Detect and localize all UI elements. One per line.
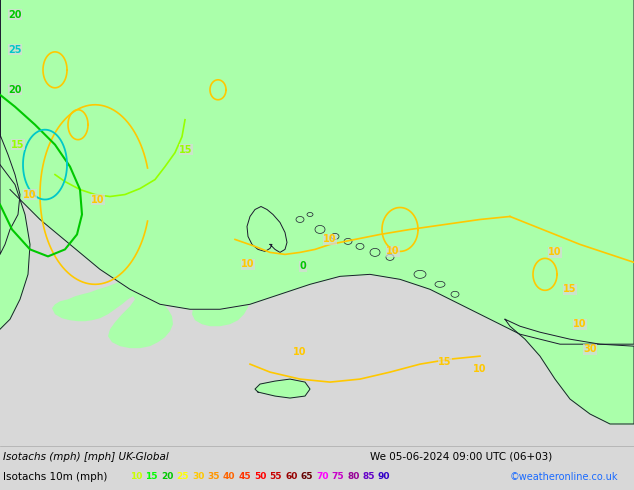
Ellipse shape	[451, 291, 459, 297]
Text: 15: 15	[11, 140, 25, 149]
Polygon shape	[255, 379, 310, 398]
Text: 10: 10	[23, 190, 37, 199]
Text: 20: 20	[8, 10, 22, 20]
Text: Isotachs (mph) [mph] UK-Global: Isotachs (mph) [mph] UK-Global	[3, 452, 169, 462]
Text: 30: 30	[192, 472, 204, 481]
Polygon shape	[0, 165, 30, 329]
Polygon shape	[247, 206, 287, 252]
Text: 15: 15	[145, 472, 158, 481]
Ellipse shape	[386, 254, 394, 260]
Text: 45: 45	[238, 472, 251, 481]
Ellipse shape	[331, 233, 339, 240]
Text: 65: 65	[301, 472, 313, 481]
Text: 50: 50	[254, 472, 266, 481]
Text: We 05-06-2024 09:00 UTC (06+03): We 05-06-2024 09:00 UTC (06+03)	[370, 452, 552, 462]
Text: 10: 10	[294, 347, 307, 357]
Ellipse shape	[307, 213, 313, 217]
Ellipse shape	[344, 239, 352, 245]
Polygon shape	[505, 319, 634, 424]
Text: 70: 70	[316, 472, 328, 481]
Text: 75: 75	[332, 472, 344, 481]
Text: 20: 20	[161, 472, 173, 481]
Text: 0: 0	[300, 261, 306, 271]
Ellipse shape	[315, 225, 325, 233]
Text: 10: 10	[242, 259, 255, 270]
Text: 80: 80	[347, 472, 359, 481]
Ellipse shape	[414, 270, 426, 278]
Text: 10: 10	[130, 472, 143, 481]
Text: 10: 10	[323, 234, 337, 245]
Text: 10: 10	[473, 364, 487, 374]
Text: 15: 15	[438, 357, 452, 367]
Text: 10: 10	[91, 195, 105, 204]
Text: 15: 15	[563, 284, 577, 294]
Ellipse shape	[356, 244, 364, 249]
Polygon shape	[247, 224, 272, 247]
Ellipse shape	[435, 281, 445, 287]
Text: 55: 55	[269, 472, 282, 481]
Text: 15: 15	[179, 145, 193, 155]
Polygon shape	[0, 0, 634, 344]
Text: 30: 30	[583, 344, 597, 354]
Text: 25: 25	[8, 45, 22, 55]
Text: 10: 10	[386, 246, 400, 256]
Text: ©weatheronline.co.uk: ©weatheronline.co.uk	[510, 472, 619, 482]
Ellipse shape	[296, 217, 304, 222]
Ellipse shape	[370, 248, 380, 256]
Text: 60: 60	[285, 472, 297, 481]
Text: 85: 85	[363, 472, 375, 481]
Text: 10: 10	[548, 247, 562, 257]
Text: 25: 25	[176, 472, 189, 481]
Text: 10: 10	[573, 319, 586, 329]
Text: Isotachs 10m (mph): Isotachs 10m (mph)	[3, 472, 107, 482]
Text: 40: 40	[223, 472, 235, 481]
Text: 20: 20	[8, 85, 22, 95]
Text: 35: 35	[207, 472, 220, 481]
Text: 90: 90	[378, 472, 391, 481]
